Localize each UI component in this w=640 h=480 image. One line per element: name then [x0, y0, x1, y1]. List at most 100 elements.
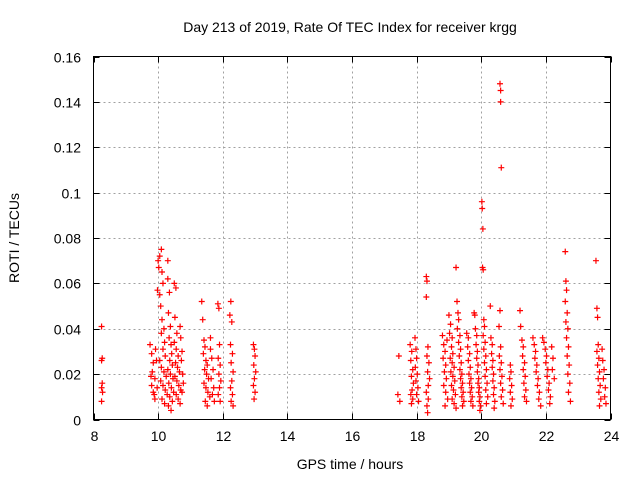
data-point	[159, 269, 166, 276]
data-point	[464, 343, 471, 350]
data-point	[476, 393, 483, 400]
data-point	[204, 402, 211, 409]
data-point	[489, 357, 496, 364]
data-point	[507, 389, 514, 396]
data-point	[208, 355, 215, 362]
data-point	[210, 366, 217, 373]
data-point	[599, 357, 606, 364]
y-tick-label: 0.14	[54, 95, 81, 111]
data-point	[479, 225, 486, 232]
data-point	[453, 264, 460, 271]
data-point	[471, 312, 478, 319]
data-point	[497, 380, 504, 387]
data-point	[507, 362, 514, 369]
data-point	[596, 368, 603, 375]
data-point	[542, 346, 549, 353]
data-point	[443, 375, 450, 382]
data-point	[564, 371, 571, 378]
y-tick-label: 0.16	[54, 50, 81, 66]
data-point	[481, 359, 488, 366]
data-point	[151, 375, 158, 382]
data-point	[156, 357, 163, 364]
data-point	[168, 384, 175, 391]
data-point	[168, 407, 175, 414]
data-point	[498, 164, 505, 171]
data-point	[594, 362, 601, 369]
data-point	[602, 384, 609, 391]
data-point	[480, 266, 487, 273]
data-point	[521, 359, 528, 366]
data-point	[467, 375, 474, 382]
data-point	[496, 307, 503, 314]
data-point	[447, 355, 454, 362]
data-point	[207, 346, 214, 353]
data-point	[537, 402, 544, 409]
x-tick-label: 14	[280, 428, 296, 444]
data-point	[413, 355, 420, 362]
data-point	[562, 298, 569, 305]
data-point	[567, 398, 574, 405]
data-point	[423, 293, 430, 300]
data-point	[522, 387, 529, 394]
data-point	[99, 389, 106, 396]
data-point	[540, 339, 547, 346]
data-point	[449, 334, 456, 341]
data-point	[175, 382, 182, 389]
data-point	[447, 368, 454, 375]
data-point	[496, 352, 503, 359]
data-point	[498, 359, 505, 366]
data-point	[228, 318, 235, 325]
data-point	[460, 389, 467, 396]
data-point	[179, 348, 186, 355]
data-point	[211, 398, 218, 405]
data-point	[457, 375, 464, 382]
data-point	[546, 380, 553, 387]
data-point	[480, 316, 487, 323]
data-point	[498, 393, 505, 400]
data-point	[506, 375, 513, 382]
data-point	[164, 366, 171, 373]
data-point	[162, 387, 169, 394]
data-point	[174, 364, 181, 371]
data-point	[566, 380, 573, 387]
data-point	[599, 346, 606, 353]
data-point	[165, 309, 172, 316]
data-point	[215, 371, 222, 378]
data-point	[497, 98, 504, 105]
data-point	[412, 377, 419, 384]
data-point	[215, 391, 222, 398]
data-point	[458, 371, 465, 378]
data-point	[546, 400, 553, 407]
data-point	[474, 348, 481, 355]
data-point	[489, 377, 496, 384]
data-point	[491, 405, 498, 412]
data-point	[465, 334, 472, 341]
data-point	[169, 398, 176, 405]
data-point	[163, 373, 170, 380]
data-point	[545, 387, 552, 394]
data-point	[227, 298, 234, 305]
data-point	[484, 393, 491, 400]
data-point	[423, 402, 430, 409]
data-point	[426, 375, 433, 382]
data-point	[147, 341, 154, 348]
data-point	[451, 377, 458, 384]
data-point	[148, 373, 155, 380]
data-point	[423, 278, 430, 285]
data-point	[469, 402, 476, 409]
data-point	[601, 366, 608, 373]
data-point	[593, 305, 600, 312]
data-point	[482, 339, 489, 346]
data-point	[395, 352, 402, 359]
data-point	[482, 352, 489, 359]
data-point	[448, 382, 455, 389]
data-point	[168, 350, 175, 357]
data-point	[475, 375, 482, 382]
data-point	[473, 341, 480, 348]
data-point	[151, 391, 158, 398]
data-point	[202, 357, 209, 364]
data-point	[523, 398, 530, 405]
y-tick-label: 0	[73, 413, 81, 429]
data-point	[412, 346, 419, 353]
data-point	[536, 389, 543, 396]
